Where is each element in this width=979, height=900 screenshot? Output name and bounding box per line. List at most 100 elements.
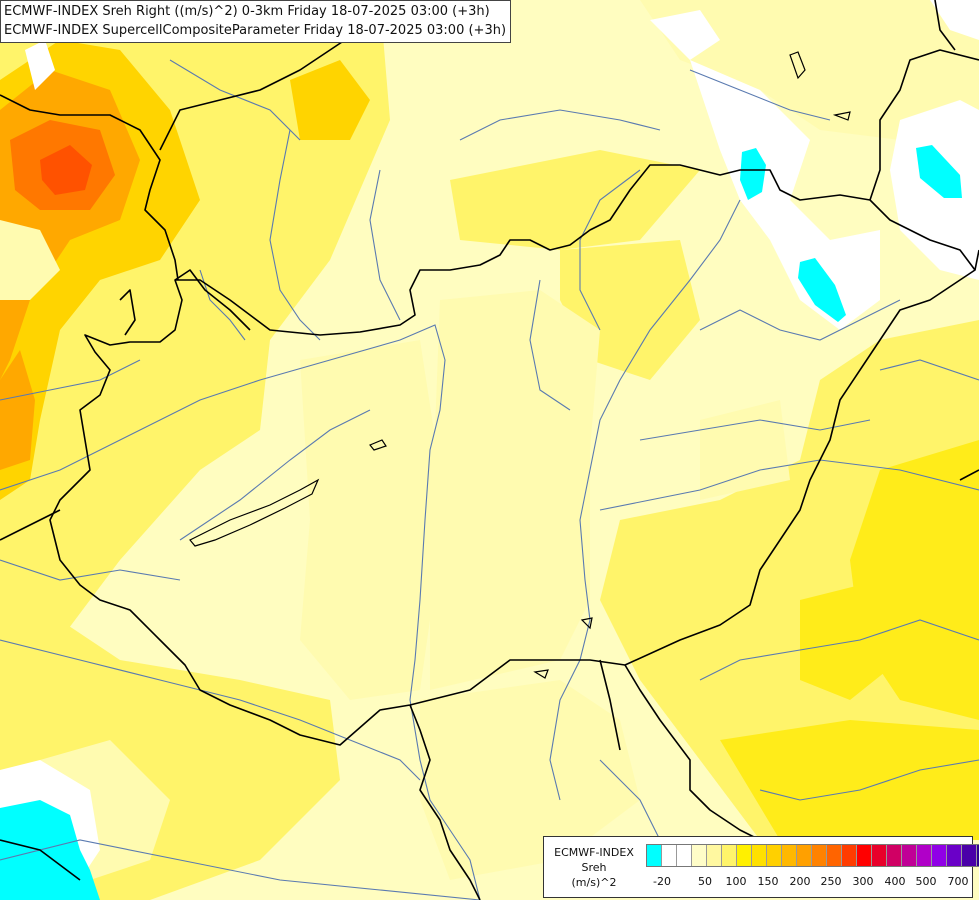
river-koros bbox=[639, 419, 871, 441]
legend-swatch bbox=[707, 845, 722, 866]
border-west bbox=[119, 289, 136, 336]
yellow-zone-southeast bbox=[720, 720, 979, 840]
legend-tick-labels: -20 50 100 150 200 250 300 400 500 700 bbox=[646, 875, 971, 891]
border-southwest-2 bbox=[0, 839, 81, 881]
river-west-2 bbox=[0, 359, 141, 401]
legend-swatch bbox=[902, 845, 917, 866]
legend-swatch bbox=[977, 845, 979, 866]
legend-swatch bbox=[767, 845, 782, 866]
legend-title-unit: (m/s)^2 bbox=[571, 876, 617, 889]
river-hron bbox=[369, 169, 401, 321]
legend-swatch bbox=[842, 845, 857, 866]
legend-swatch bbox=[737, 845, 752, 866]
white-zone-top bbox=[930, 0, 979, 40]
river-north-1 bbox=[459, 109, 661, 141]
river-southeast-1 bbox=[699, 619, 979, 681]
river-sajo bbox=[579, 169, 641, 331]
river-drava bbox=[0, 639, 421, 781]
cyan-zone-southwest bbox=[0, 800, 100, 900]
legend-tick-label: 100 bbox=[725, 875, 747, 888]
rivers bbox=[0, 59, 979, 900]
border-northeast-2 bbox=[934, 0, 956, 51]
lake-small-5 bbox=[580, 617, 593, 630]
light-patch-north-east bbox=[640, 0, 979, 140]
legend-swatch bbox=[917, 845, 932, 866]
river-sava bbox=[0, 839, 481, 900]
white-zone-northeast bbox=[690, 60, 880, 330]
river-north-2 bbox=[169, 59, 301, 141]
legend-tick-label: 700 bbox=[947, 875, 969, 888]
river-szamos bbox=[699, 299, 901, 341]
color-legend: ECMWF-INDEX Sreh (m/s)^2 -20 50 100 150 200 2… bbox=[543, 836, 979, 898]
lake-small-3 bbox=[832, 111, 851, 121]
legend-tick-label: 250 bbox=[820, 875, 842, 888]
legend-swatch bbox=[962, 845, 977, 866]
legend-swatch bbox=[662, 845, 677, 866]
legend-swatch bbox=[797, 845, 812, 866]
lake-small-1 bbox=[369, 439, 387, 451]
river-north-3 bbox=[689, 69, 831, 121]
legend-color-bar bbox=[646, 844, 979, 867]
legend-title-source: ECMWF-INDEX bbox=[554, 846, 634, 859]
legend-swatch bbox=[872, 845, 887, 866]
yellow-zone-north bbox=[450, 150, 700, 250]
header-line-scp: ECMWF-INDEX SupercellCompositeParameter … bbox=[4, 23, 507, 38]
river-vah bbox=[269, 129, 321, 341]
legend-title-parameter: Sreh bbox=[581, 861, 607, 874]
map-header: ECMWF-INDEX Sreh Right ((m/s)^2) 0-3km F… bbox=[0, 0, 512, 43]
border-east-2 bbox=[959, 469, 979, 481]
lakes bbox=[189, 51, 851, 679]
white-zone-northwest bbox=[25, 40, 55, 90]
border-north-1 bbox=[0, 94, 179, 281]
lake-balaton bbox=[189, 478, 320, 547]
river-danube bbox=[0, 324, 481, 900]
legend-swatch bbox=[677, 845, 692, 866]
light-patch-west bbox=[0, 220, 60, 300]
border-hungary bbox=[49, 164, 976, 746]
border-east bbox=[974, 249, 979, 271]
white-zone-north bbox=[650, 10, 720, 60]
header-line-sreh: ECMWF-INDEX Sreh Right ((m/s)^2) 0-3km F… bbox=[4, 4, 490, 19]
light-patch-south bbox=[420, 680, 640, 880]
legend-swatch bbox=[812, 845, 827, 866]
river-zagyva bbox=[529, 279, 571, 411]
river-southeast-2 bbox=[759, 759, 979, 801]
legend-tick-label: 300 bbox=[852, 875, 874, 888]
river-raba bbox=[179, 409, 371, 541]
legend-swatch bbox=[887, 845, 902, 866]
legend-swatch bbox=[647, 845, 662, 866]
border-slovakia-west bbox=[174, 269, 251, 331]
legend-tick-label: 400 bbox=[884, 875, 906, 888]
legend-title: ECMWF-INDEX Sreh (m/s)^2 bbox=[548, 845, 640, 890]
border-northeast bbox=[869, 49, 979, 201]
legend-tick-label: 200 bbox=[789, 875, 811, 888]
lake-small-4 bbox=[533, 669, 549, 679]
legend-swatch bbox=[827, 845, 842, 866]
legend-swatch bbox=[722, 845, 737, 866]
orange-zone-west bbox=[0, 350, 35, 470]
bright-yellow-south-east bbox=[800, 580, 900, 700]
legend-swatch bbox=[782, 845, 797, 866]
legend-swatch bbox=[752, 845, 767, 866]
border-south-3 bbox=[599, 659, 621, 751]
river-morava bbox=[199, 269, 246, 341]
river-maros bbox=[599, 459, 979, 511]
lake-small-2 bbox=[789, 51, 806, 80]
legend-swatch bbox=[857, 845, 872, 866]
legend-swatch bbox=[932, 845, 947, 866]
border-southwest bbox=[0, 509, 61, 541]
cyan-zone-east bbox=[798, 258, 846, 322]
river-east-1 bbox=[879, 359, 979, 381]
river-west-1 bbox=[0, 559, 181, 581]
border-south-2 bbox=[624, 664, 761, 841]
legend-tick-label: 500 bbox=[915, 875, 937, 888]
river-tisza bbox=[549, 199, 741, 801]
legend-swatch bbox=[692, 845, 707, 866]
legend-swatch bbox=[947, 845, 962, 866]
gold-zone-north bbox=[290, 60, 370, 140]
border-south bbox=[409, 704, 481, 900]
yellow-zone-east bbox=[600, 320, 979, 840]
